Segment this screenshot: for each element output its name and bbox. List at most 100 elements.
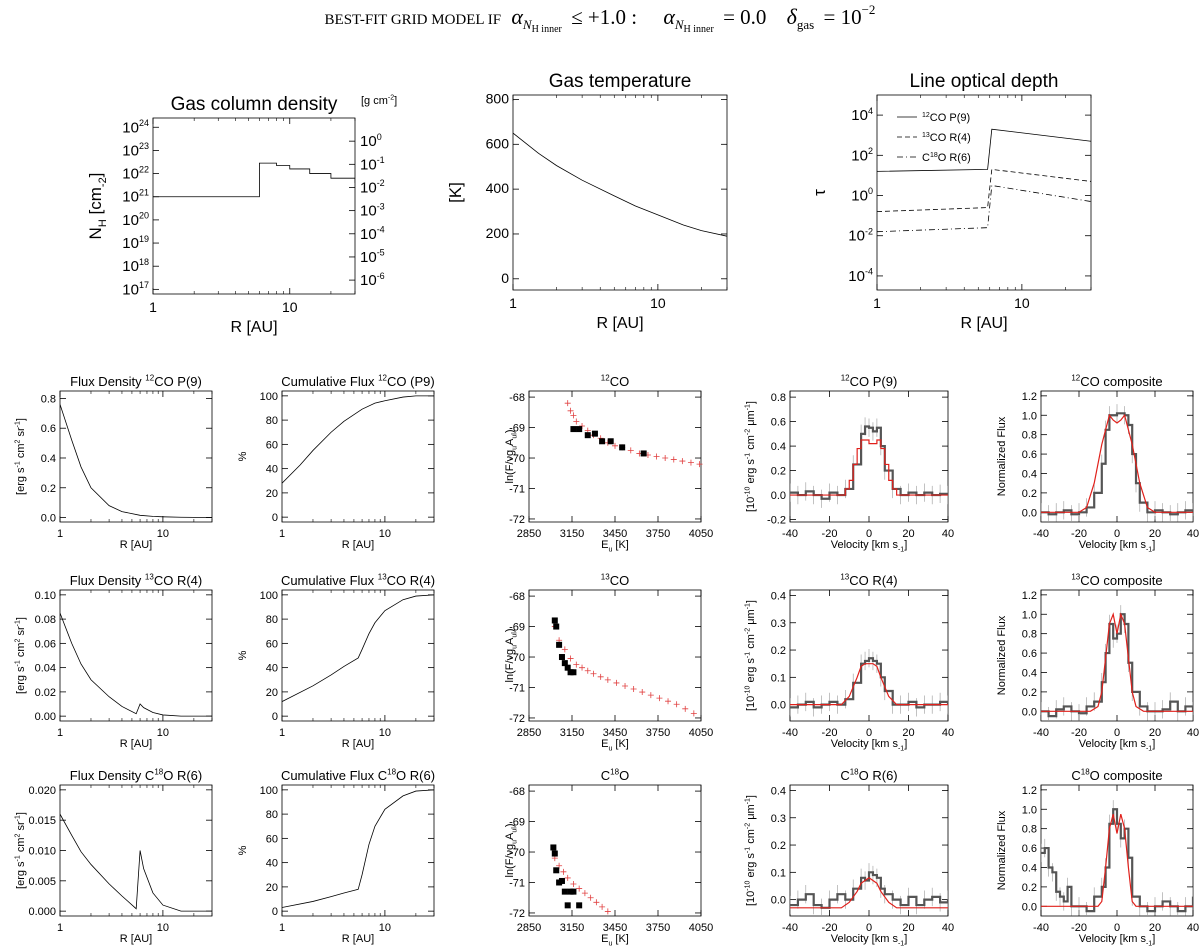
x-tick-label: 3750 <box>646 528 670 540</box>
series-model <box>1041 612 1193 712</box>
header-delta-exp: −2 <box>862 2 876 17</box>
panel-cp_12co: 12CO composite -40 -20 0 20 40 Velocity [km s-… <box>996 374 1199 554</box>
y-axis-label: [K] <box>446 182 465 203</box>
legend-label: C18O R(6) <box>922 152 971 164</box>
y-tick-label: 0.0 <box>41 513 56 525</box>
y-tick-label: 80 <box>266 415 278 427</box>
y-tick-label: 0 <box>501 270 509 286</box>
y-tick-label: -0.2 <box>767 515 786 527</box>
header-delta-value: = 10 <box>824 5 862 29</box>
x-tick-label: 20 <box>902 528 914 540</box>
chart-title: 13CO <box>601 573 629 588</box>
y-tick-label: 0.6 <box>1022 648 1037 660</box>
y-tick-label: 20 <box>266 882 278 894</box>
x-axis-label: Velocity [km s-1] <box>1079 738 1156 752</box>
y-tick-label: 0.8 <box>1022 430 1037 442</box>
y-tick-label: 100 <box>851 186 873 204</box>
series-model <box>790 439 948 496</box>
x-tick-label: 4050 <box>689 922 713 934</box>
x-tick-label: 10 <box>379 922 391 934</box>
x-tick-label: -20 <box>1071 727 1087 739</box>
model-cross <box>604 676 611 683</box>
series-n-h <box>153 162 355 198</box>
x-tick-label: 1 <box>149 299 157 315</box>
y-tick-label: 40 <box>266 663 278 675</box>
observed-point <box>556 641 563 648</box>
panel-cf_c18o: Cumulative Flux C18O R(6) 1 10 R [AU] 0 20 40 6… <box>237 768 435 945</box>
series-observed <box>1041 613 1193 718</box>
x-tick-label: -40 <box>782 528 798 540</box>
model-cross <box>604 908 611 915</box>
plot-frame <box>281 589 435 722</box>
y-tick-label: 80 <box>266 614 278 626</box>
series-observed <box>790 871 948 909</box>
observed-point <box>558 877 565 884</box>
x-tick-label: 4050 <box>689 727 713 739</box>
x-tick-label: 20 <box>1149 727 1161 739</box>
x-tick-label: 40 <box>1187 727 1199 739</box>
right-tick-label: 10-5 <box>360 248 385 266</box>
series-cum <box>282 789 434 908</box>
y-tick-label: 60 <box>266 833 278 845</box>
y-tick-label: 0.8 <box>771 392 786 404</box>
y-tick-label: -69 <box>509 817 525 829</box>
chart-title: Cumulative Flux 12CO (P9) <box>281 374 434 389</box>
x-tick-label: 0 <box>866 727 872 739</box>
y-axis-label: τ <box>810 189 829 196</box>
y-tick-label: -70 <box>509 652 525 664</box>
panel-cf_13co: Cumulative Flux 13CO R(4) 1 10 R [AU] 0 20 40 6… <box>237 573 435 750</box>
x-tick-label: 10 <box>157 922 169 934</box>
y-tick-label: 1021 <box>122 187 149 205</box>
x-tick-label: 1 <box>57 727 63 739</box>
x-tick-label: 1 <box>57 922 63 934</box>
y-axis-label: [erg s-1 cm2 sr-1] <box>14 617 27 694</box>
y-tick-label: 1.0 <box>1022 410 1037 422</box>
x-tick-label: 10 <box>379 727 391 739</box>
observed-point <box>607 438 614 445</box>
model-cross <box>653 453 660 460</box>
model-cross <box>564 400 571 407</box>
observed-point <box>584 432 591 439</box>
model-cross <box>567 655 574 662</box>
panel-fd_13co: Flux Density 13CO R(4) 1 10 R [AU] 0.00 0.02 0… <box>14 573 213 750</box>
observed-point <box>551 850 558 857</box>
x-axis-label: Velocity [km s-1] <box>831 933 908 947</box>
y-tick-label: 0.8 <box>1022 629 1037 641</box>
x-tick-label: -40 <box>1033 922 1049 934</box>
model-cross <box>612 442 618 449</box>
y-tick-label: 0.020 <box>28 785 56 797</box>
model-cross <box>567 407 574 414</box>
header-alpha-subsub: H inner <box>532 24 563 35</box>
y-tick-label: 0.2 <box>771 645 786 657</box>
plot-frame <box>281 390 435 523</box>
model-cross <box>581 890 588 897</box>
header-delta-sub: gas <box>797 17 814 32</box>
y-axis-label: ln(F/νguAul) <box>504 430 518 484</box>
y-tick-label: -68 <box>509 786 525 798</box>
observed-point <box>570 888 577 895</box>
y-tick-label: 1.0 <box>1022 804 1037 816</box>
x-axis-label: R [AU] <box>120 738 152 750</box>
y-tick-label: 0.4 <box>771 590 786 602</box>
x-tick-label: 3750 <box>646 922 670 934</box>
x-tick-label: 40 <box>942 922 954 934</box>
series-12co-p-9- <box>877 128 1091 172</box>
y-axis-label: NH [cm-2] <box>86 173 109 240</box>
y-tick-label: 0.005 <box>28 876 56 888</box>
series-model <box>1041 813 1193 907</box>
model-cross <box>584 667 591 674</box>
x-tick-label: 20 <box>902 922 914 934</box>
observed-point <box>551 617 558 624</box>
y-tick-label: 20 <box>266 488 278 500</box>
x-tick-label: -20 <box>822 922 838 934</box>
chart-title: C18O <box>601 768 629 783</box>
model-cross <box>570 881 577 888</box>
x-tick-label: 40 <box>1187 528 1199 540</box>
model-cross <box>570 412 577 419</box>
x-tick-label: 3450 <box>603 528 627 540</box>
y-tick-label: 0.04 <box>35 663 56 675</box>
x-tick-label: 0 <box>866 528 872 540</box>
y-tick-label: 0.2 <box>1022 488 1037 500</box>
y-tick-label: 0.4 <box>1022 468 1037 480</box>
x-tick-label: 40 <box>942 528 954 540</box>
